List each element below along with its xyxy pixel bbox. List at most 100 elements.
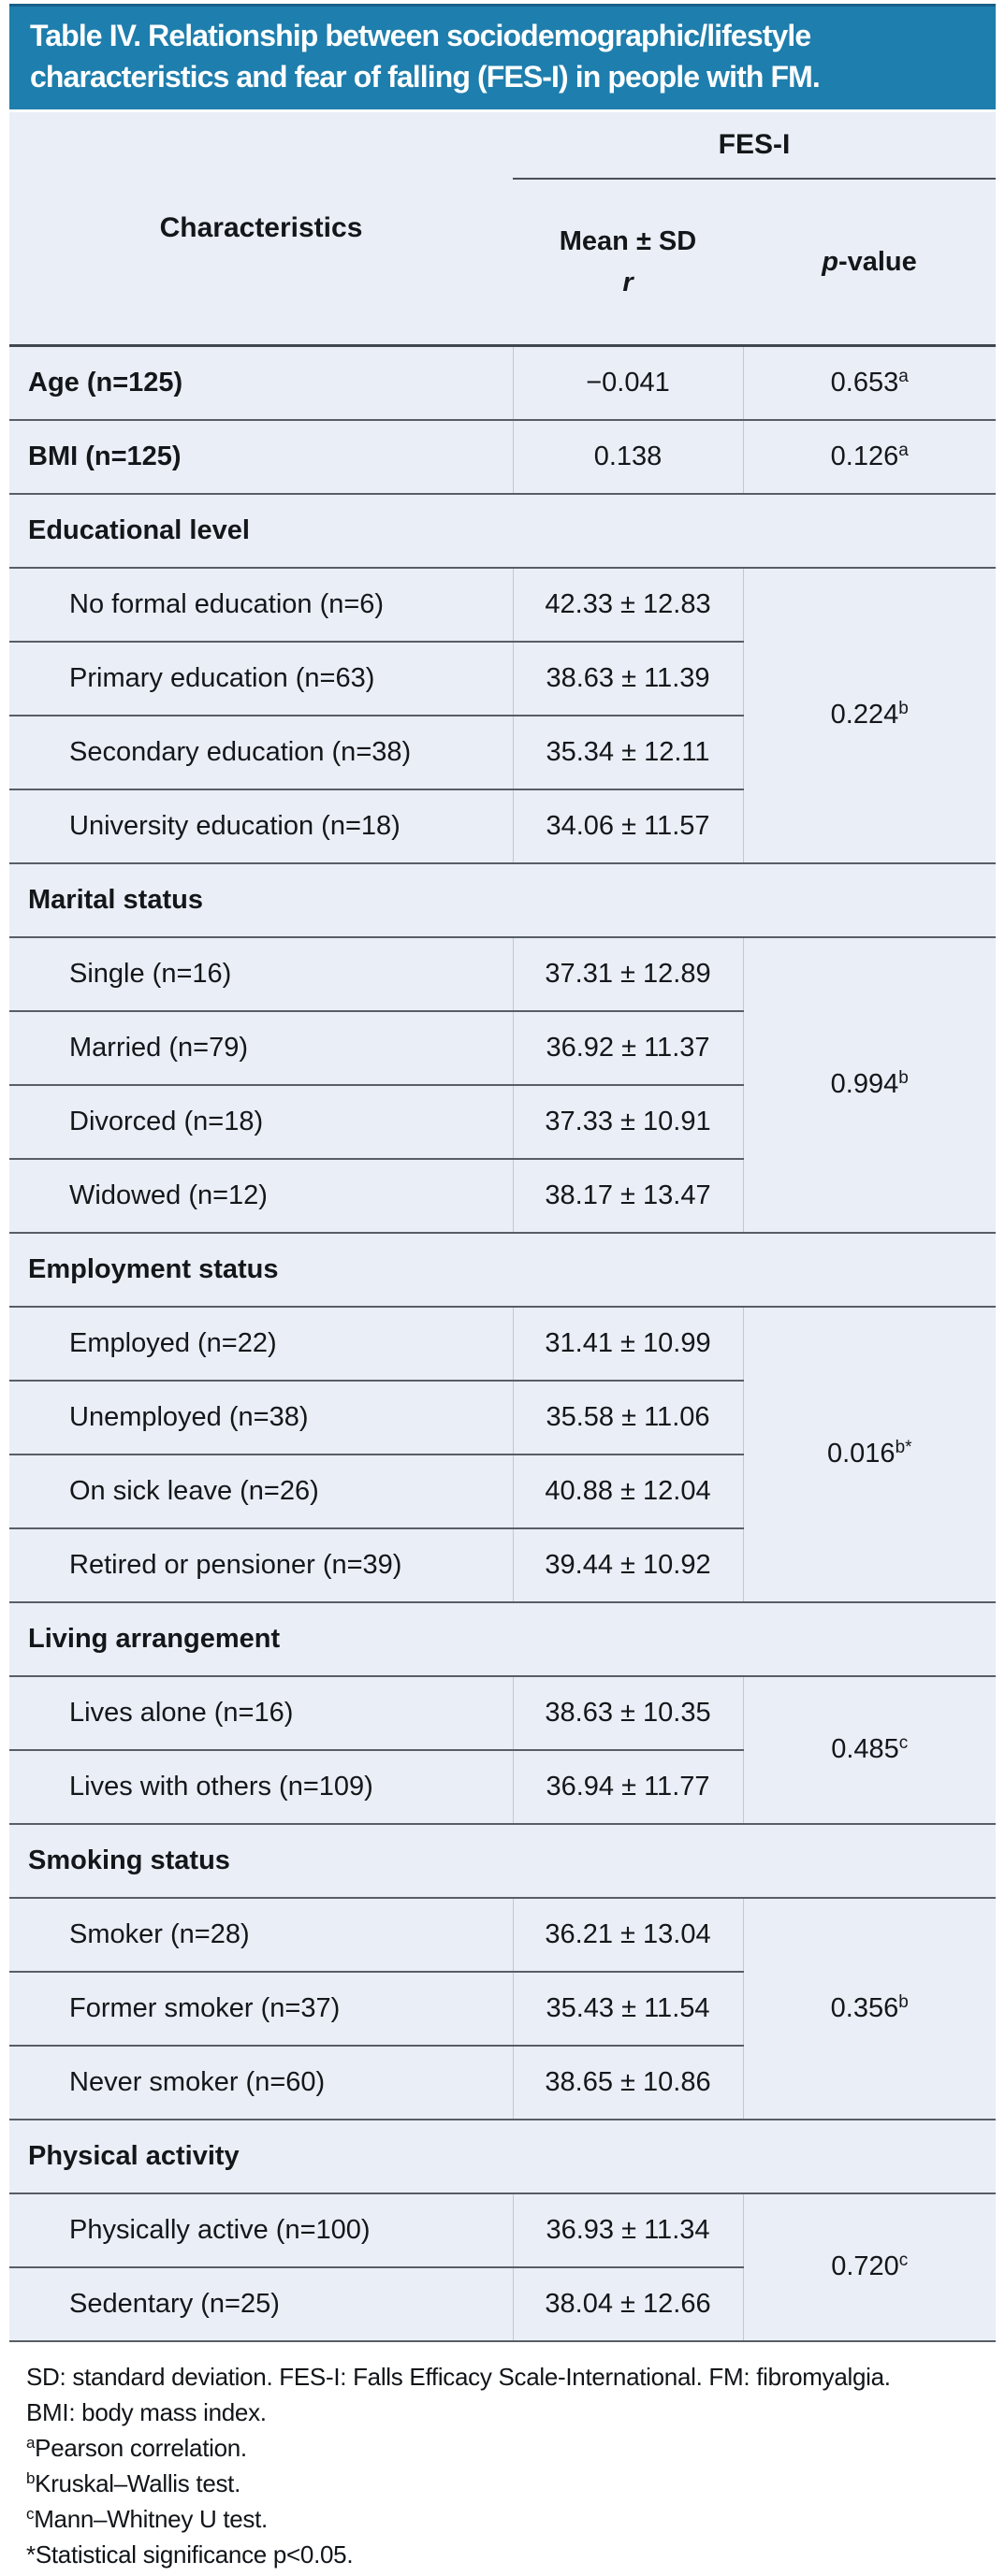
mean-sd-label: Mean ± SD — [559, 226, 697, 256]
p-value-number: 0.485 — [831, 1734, 899, 1764]
footnote-text: BMI: body mass index. — [26, 2397, 267, 2426]
col-header-mean-sd-r: Mean ± SD r — [513, 179, 743, 347]
mean-sd-value: 35.43 ± 11.54 — [512, 1971, 743, 2047]
section-row-marital-status: Marital status — [9, 862, 997, 938]
r-value: −0.041 — [512, 345, 743, 421]
mean-sd-value: 35.58 ± 11.06 — [512, 1380, 743, 1455]
p-value-superscript: b* — [895, 1438, 912, 1457]
table-title-line-2: characteristics and fear of falling (FES… — [30, 60, 821, 94]
row-label: Married (n=79) — [9, 1010, 513, 1086]
footnote-superscript: c — [26, 2504, 35, 2523]
p-value-number: 0.653 — [830, 367, 899, 398]
mean-sd-value: 37.31 ± 12.89 — [512, 936, 743, 1012]
row-label: Former smoker (n=37) — [9, 1971, 513, 2047]
mean-sd-value: 38.63 ± 11.39 — [512, 641, 743, 716]
row-label: On sick leave (n=26) — [9, 1454, 513, 1529]
mean-sd-value: 39.44 ± 10.92 — [512, 1527, 743, 1603]
footnote-superscript: b — [26, 2468, 36, 2487]
section-header: Employment status — [9, 1232, 997, 1308]
row-label: Lives with others (n=109) — [9, 1749, 513, 1825]
table-row: Sedentary (n=25) 38.04 ± 12.66 — [9, 2266, 996, 2342]
p-value-superscript: b — [898, 699, 909, 718]
mean-sd-value: 36.92 ± 11.37 — [512, 1010, 743, 1086]
row-label: Never smoker (n=60) — [9, 2045, 513, 2120]
row-label: Physically active (n=100) — [9, 2192, 513, 2268]
section-row-living-arrangement: Living arrangement — [9, 1601, 997, 1677]
row-label: Lives alone (n=16) — [9, 1675, 513, 1751]
p-value-number: 0.126 — [830, 441, 899, 471]
footnote-abbreviations: SD: standard deviation. FES-I: Falls Eff… — [26, 2359, 1005, 2395]
footnote-bmi: BMI: body mass index. — [26, 2395, 1005, 2430]
row-label: Secondary education (n=38) — [9, 715, 513, 790]
footnote-text: Kruskal–Wallis test. — [35, 2468, 241, 2497]
p-value: 0.126a — [742, 419, 997, 495]
table-row: On sick leave (n=26) 40.88 ± 12.04 — [9, 1454, 996, 1529]
group-p-value: 0.994b — [742, 936, 997, 1234]
table-row: Unemployed (n=38) 35.58 ± 11.06 — [9, 1380, 996, 1455]
section-header: Marital status — [9, 862, 997, 938]
table-row: Widowed (n=12) 38.17 ± 13.47 — [9, 1158, 996, 1234]
p-value: 0.653a — [742, 345, 997, 421]
section-header: Physical activity — [9, 2119, 997, 2194]
row-label: Single (n=16) — [9, 936, 513, 1012]
section-row-physical-activity: Physical activity — [9, 2119, 997, 2194]
table-row: Employed (n=22) 31.41 ± 10.99 0.016b* — [9, 1306, 997, 1603]
p-value-superscript: c — [898, 1733, 909, 1753]
section-header: Smoking status — [9, 1823, 997, 1899]
section-row-employment-status: Employment status — [9, 1232, 997, 1308]
footnote-text: SD: standard deviation. FES-I: Falls Eff… — [26, 2362, 891, 2391]
p-value-number: 0.994 — [830, 1069, 899, 1099]
table-row: Never smoker (n=60) 38.65 ± 10.86 — [9, 2045, 996, 2120]
table-row: Physically active (n=100) 36.93 ± 11.34 … — [9, 2192, 997, 2342]
col-header-fes-i: FES-I — [513, 112, 997, 180]
table-row: Secondary education (n=38) 35.34 ± 12.11 — [9, 715, 996, 790]
table-row: Single (n=16) 37.31 ± 12.89 0.994b — [9, 936, 997, 1234]
row-label: BMI (n=125) — [9, 419, 513, 495]
table-row: Former smoker (n=37) 35.43 ± 11.54 — [9, 1971, 996, 2047]
table-row: Lives alone (n=16) 38.63 ± 10.35 0.485c — [9, 1675, 997, 1825]
r-label: r — [622, 268, 634, 297]
mean-sd-value: 42.33 ± 12.83 — [512, 567, 743, 643]
footnote-significance: *Statistical significance p<0.05. — [26, 2537, 1005, 2572]
p-value-number: 0.224 — [830, 700, 899, 730]
p-value-superscript: a — [898, 440, 909, 460]
table-row: Primary education (n=63) 38.63 ± 11.39 — [9, 641, 996, 716]
mean-sd-value: 37.33 ± 10.91 — [512, 1084, 743, 1160]
mean-sd-value: 40.88 ± 12.04 — [512, 1454, 743, 1529]
table-body: Age (n=125) −0.041 0.653a BMI (n=125) 0.… — [9, 345, 997, 2342]
section-header: Living arrangement — [9, 1601, 997, 1677]
mean-sd-value: 36.93 ± 11.34 — [512, 2192, 743, 2268]
row-label: Widowed (n=12) — [9, 1158, 513, 1234]
p-value-number: 0.016 — [826, 1439, 896, 1469]
header-row-1: Characteristics FES-I — [9, 112, 997, 347]
section-row-educational-level: Educational level — [9, 493, 997, 569]
p-value-number: 0.356 — [830, 1992, 899, 2023]
section-header: Educational level — [9, 493, 997, 569]
footnote-pearson: aPearson correlation. — [26, 2430, 1005, 2466]
table-row: University education (n=18) 34.06 ± 11.5… — [9, 789, 996, 864]
fes-i-table: Characteristics FES-I Mean ± SD r p-valu… — [9, 112, 997, 2342]
mean-sd-value: 38.65 ± 10.86 — [512, 2045, 743, 2120]
mean-sd-value: 34.06 ± 11.57 — [512, 789, 743, 864]
p-value-superscript: b — [898, 1991, 909, 2012]
mean-sd-value: 38.63 ± 10.35 — [512, 1675, 743, 1751]
header-row-2: Mean ± SD r p-value — [9, 179, 997, 347]
table-row-bmi: BMI (n=125) 0.138 0.126a — [9, 419, 997, 495]
group-p-value: 0.720c — [742, 2192, 997, 2342]
table-row: Divorced (n=18) 37.33 ± 10.91 — [9, 1084, 996, 1160]
table-footnotes: SD: standard deviation. FES-I: Falls Eff… — [0, 2341, 1005, 2572]
r-value: 0.138 — [512, 419, 743, 495]
footnote-superscript: a — [26, 2433, 36, 2452]
group-p-value: 0.485c — [742, 1675, 997, 1825]
row-label: University education (n=18) — [9, 789, 513, 864]
mean-sd-value: 36.21 ± 13.04 — [512, 1897, 743, 1973]
group-p-value: 0.016b* — [742, 1306, 997, 1603]
row-label: No formal education (n=6) — [9, 567, 513, 643]
table-title-line-1: Table IV. Relationship between sociodemo… — [30, 19, 811, 52]
row-label: Employed (n=22) — [9, 1306, 513, 1382]
table-header: Characteristics FES-I Mean ± SD r p-valu… — [9, 112, 997, 347]
p-value-superscript: c — [898, 2250, 909, 2270]
mean-sd-value: 36.94 ± 11.77 — [512, 1749, 743, 1825]
p-value-number: 0.720 — [831, 2251, 899, 2281]
footnote-kruskal-wallis: bKruskal–Wallis test. — [26, 2466, 1005, 2501]
